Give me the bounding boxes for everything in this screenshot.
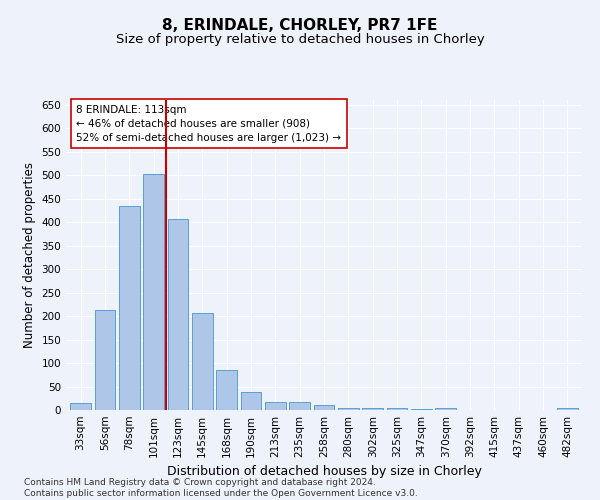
Bar — [289, 402, 310, 410]
Bar — [119, 206, 140, 410]
Bar — [411, 409, 432, 410]
Bar — [338, 408, 359, 410]
Bar — [95, 310, 115, 410]
Text: 8, ERINDALE, CHORLEY, PR7 1FE: 8, ERINDALE, CHORLEY, PR7 1FE — [163, 18, 437, 32]
Bar — [436, 408, 456, 410]
X-axis label: Distribution of detached houses by size in Chorley: Distribution of detached houses by size … — [167, 466, 481, 478]
Bar — [70, 403, 91, 410]
Bar — [216, 370, 237, 410]
Bar — [192, 313, 212, 410]
Text: Size of property relative to detached houses in Chorley: Size of property relative to detached ho… — [116, 32, 484, 46]
Bar — [386, 408, 407, 410]
Bar — [362, 408, 383, 410]
Y-axis label: Number of detached properties: Number of detached properties — [23, 162, 36, 348]
Bar — [557, 408, 578, 410]
Text: Contains HM Land Registry data © Crown copyright and database right 2024.
Contai: Contains HM Land Registry data © Crown c… — [24, 478, 418, 498]
Bar — [314, 405, 334, 410]
Bar — [241, 392, 262, 410]
Bar — [167, 219, 188, 410]
Bar — [265, 402, 286, 410]
Bar — [143, 174, 164, 410]
Text: 8 ERINDALE: 113sqm
← 46% of detached houses are smaller (908)
52% of semi-detach: 8 ERINDALE: 113sqm ← 46% of detached hou… — [76, 104, 341, 142]
